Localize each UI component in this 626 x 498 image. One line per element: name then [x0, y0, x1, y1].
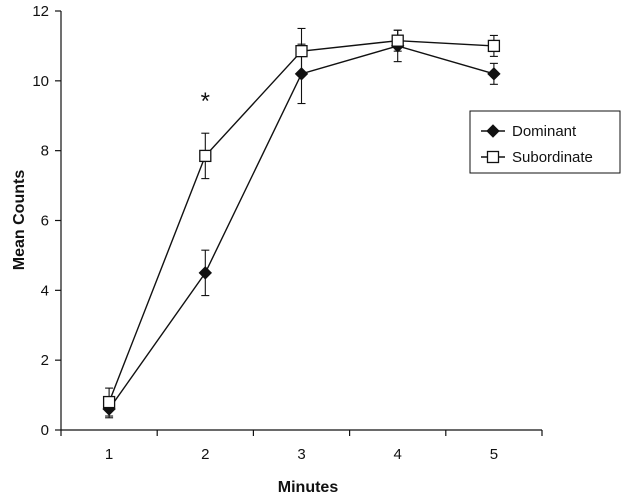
y-tick-label: 0 [41, 422, 49, 439]
series-dominant [102, 29, 501, 419]
legend-items: Dominant Subordinate [481, 123, 593, 166]
data-point [487, 39, 501, 53]
x-axis-ticks: 1 2 3 4 5 [60, 430, 543, 463]
x-tick-label: 3 [297, 446, 305, 463]
y-tick-label: 8 [41, 143, 49, 160]
data-point [295, 45, 308, 58]
series-subordinate [102, 27, 501, 417]
x-axis: 1 2 3 4 5 [60, 429, 543, 463]
x-tick-label: 1 [105, 446, 113, 463]
x-tick-label: 4 [394, 446, 402, 463]
data-point [391, 34, 404, 47]
plot-area [102, 27, 501, 419]
y-tick-label: 2 [41, 352, 49, 369]
y-axis: 0 2 4 6 8 10 12 [32, 3, 62, 439]
x-axis-title: Minutes [278, 479, 339, 496]
legend-marker [486, 150, 500, 164]
x-tick-label: 2 [201, 446, 209, 463]
y-tick-label: 6 [41, 213, 49, 230]
y-axis-title: Mean Counts [11, 170, 28, 271]
y-tick-label: 12 [32, 3, 49, 20]
y-tick-label: 10 [32, 73, 49, 90]
y-tick-label: 4 [41, 282, 49, 299]
x-tick-label: 5 [490, 446, 498, 463]
legend-marker [486, 124, 500, 138]
data-point [102, 395, 116, 409]
legend: Dominant Subordinate [469, 110, 621, 174]
legend-label: Dominant [512, 123, 577, 140]
legend-label: Subordinate [512, 149, 593, 166]
significance-annotation: * [201, 88, 210, 115]
data-point [198, 266, 213, 280]
data-point [487, 67, 501, 81]
data-point [199, 149, 212, 163]
y-axis-ticks: 0 2 4 6 8 10 12 [32, 3, 61, 439]
